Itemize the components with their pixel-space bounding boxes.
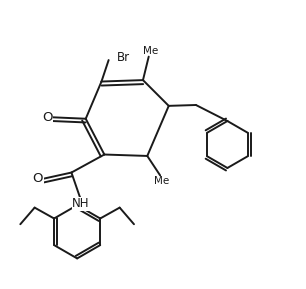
Text: O: O <box>42 111 52 124</box>
Text: NH: NH <box>72 197 90 210</box>
Text: Br: Br <box>117 51 130 64</box>
Text: Me: Me <box>154 175 169 186</box>
Text: Me: Me <box>143 46 158 56</box>
Text: O: O <box>32 172 43 185</box>
